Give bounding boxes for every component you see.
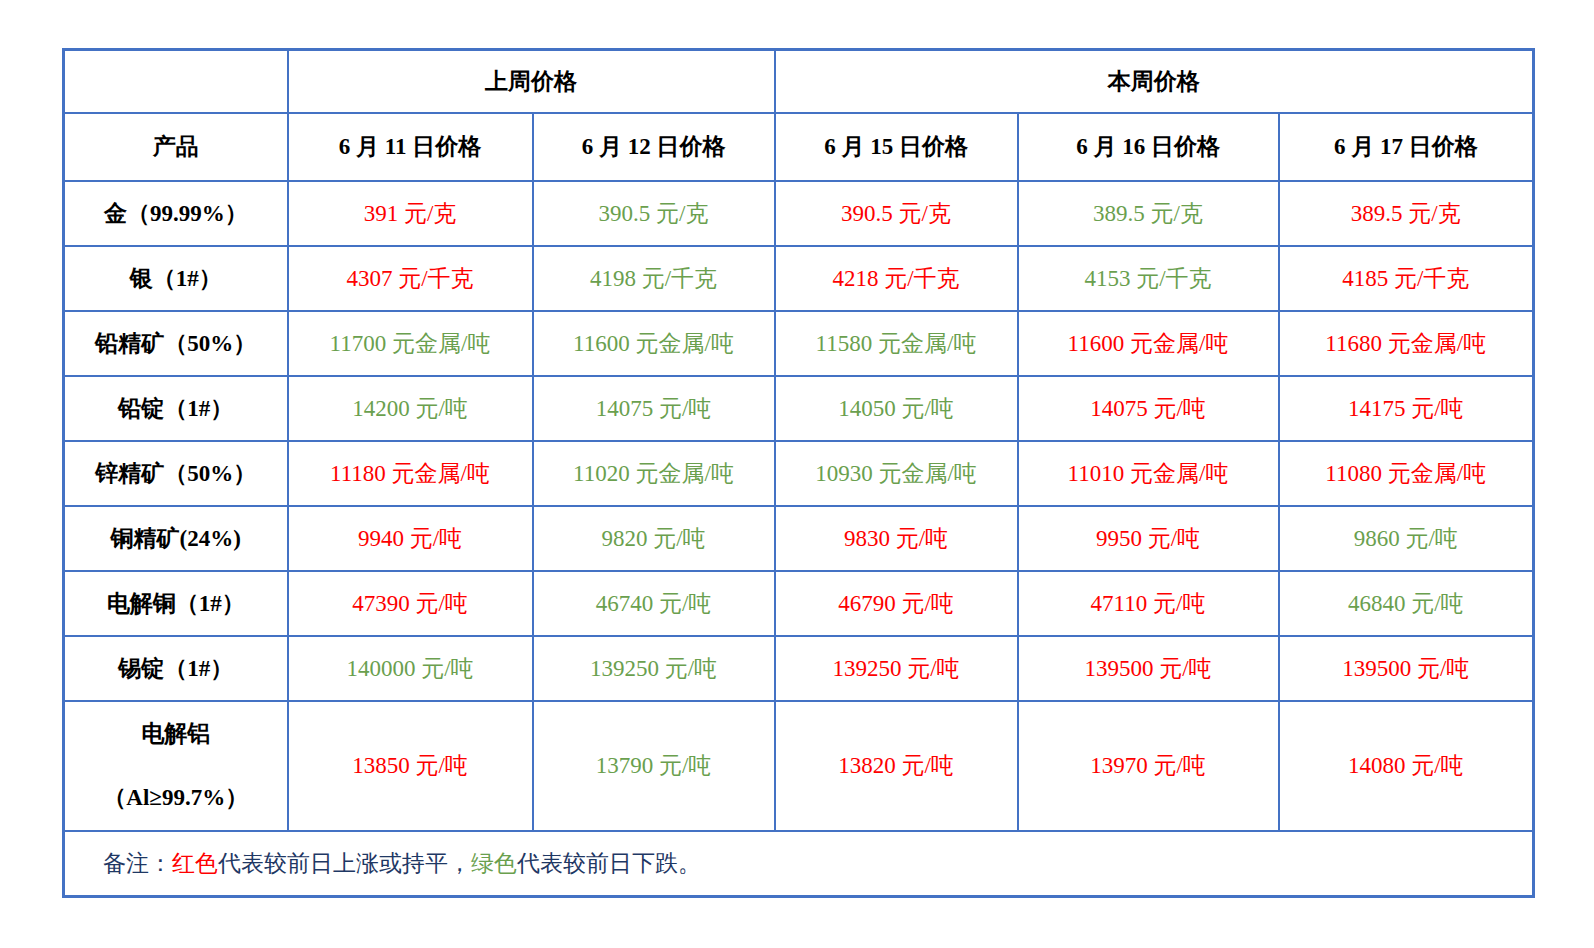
date-column-header: 6 月 16 日价格 [1018,113,1279,181]
price-cell: 390.5 元/克 [775,181,1018,246]
price-cell: 4185 元/千克 [1279,246,1534,311]
note-green-label: 绿色 [471,851,517,876]
date-column-header: 6 月 11 日价格 [288,113,533,181]
price-cell: 11010 元金属/吨 [1018,441,1279,506]
product-name: 铅精矿（50%） [64,311,288,376]
note-red-label: 红色 [172,851,218,876]
product-name: 锌精矿（50%） [64,441,288,506]
table-row: 锡锭（1#）140000 元/吨139250 元/吨139250 元/吨1395… [64,636,1534,701]
product-column-header: 产品 [64,113,288,181]
date-column-header: 6 月 12 日价格 [533,113,775,181]
price-cell: 4218 元/千克 [775,246,1018,311]
price-cell: 9830 元/吨 [775,506,1018,571]
price-cell: 11680 元金属/吨 [1279,311,1534,376]
price-cell: 14075 元/吨 [533,376,775,441]
price-cell: 139250 元/吨 [533,636,775,701]
table-row: 锌精矿（50%）11180 元金属/吨11020 元金属/吨10930 元金属/… [64,441,1534,506]
price-cell: 4307 元/千克 [288,246,533,311]
table-row: 铅锭（1#）14200 元/吨14075 元/吨14050 元/吨14075 元… [64,376,1534,441]
price-cell: 46790 元/吨 [775,571,1018,636]
price-cell: 389.5 元/克 [1279,181,1534,246]
price-cell: 390.5 元/克 [533,181,775,246]
date-header-row: 产品 6 月 11 日价格 6 月 12 日价格 6 月 15 日价格 6 月 … [64,113,1534,181]
price-cell: 139500 元/吨 [1279,636,1534,701]
price-cell: 4198 元/千克 [533,246,775,311]
price-cell: 14200 元/吨 [288,376,533,441]
table-row: 电解铜（1#）47390 元/吨46740 元/吨46790 元/吨47110 … [64,571,1534,636]
price-cell: 11080 元金属/吨 [1279,441,1534,506]
price-cell: 9940 元/吨 [288,506,533,571]
price-cell: 11600 元金属/吨 [1018,311,1279,376]
price-cell: 46740 元/吨 [533,571,775,636]
table-row: 金（99.99%）391 元/克390.5 元/克390.5 元/克389.5 … [64,181,1534,246]
price-cell: 46840 元/吨 [1279,571,1534,636]
price-cell: 14175 元/吨 [1279,376,1534,441]
price-cell: 389.5 元/克 [1018,181,1279,246]
price-cell: 13790 元/吨 [533,701,775,831]
table-row: 铜精矿(24%)9940 元/吨9820 元/吨9830 元/吨9950 元/吨… [64,506,1534,571]
note-row: 备注：红色代表较前日上涨或持平，绿色代表较前日下跌。 [64,831,1534,897]
product-name: 电解铝（Al≥99.7%） [64,701,288,831]
product-name: 锡锭（1#） [64,636,288,701]
price-cell: 47110 元/吨 [1018,571,1279,636]
price-cell: 140000 元/吨 [288,636,533,701]
price-cell: 11180 元金属/吨 [288,441,533,506]
group-header-row: 上周价格 本周价格 [64,50,1534,113]
price-cell: 14050 元/吨 [775,376,1018,441]
product-name: 银（1#） [64,246,288,311]
note-cell: 备注：红色代表较前日上涨或持平，绿色代表较前日下跌。 [64,831,1534,897]
page: 上周价格 本周价格 产品 6 月 11 日价格 6 月 12 日价格 6 月 1… [0,0,1594,948]
table-body: 金（99.99%）391 元/克390.5 元/克390.5 元/克389.5 … [64,181,1534,831]
price-cell: 139250 元/吨 [775,636,1018,701]
date-column-header: 6 月 17 日价格 [1279,113,1534,181]
price-cell: 14075 元/吨 [1018,376,1279,441]
price-cell: 13820 元/吨 [775,701,1018,831]
price-cell: 11700 元金属/吨 [288,311,533,376]
price-cell: 9820 元/吨 [533,506,775,571]
table-row: 电解铝（Al≥99.7%）13850 元/吨13790 元/吨13820 元/吨… [64,701,1534,831]
price-cell: 391 元/克 [288,181,533,246]
date-column-header: 6 月 15 日价格 [775,113,1018,181]
price-cell: 47390 元/吨 [288,571,533,636]
price-cell: 139500 元/吨 [1018,636,1279,701]
price-cell: 10930 元金属/吨 [775,441,1018,506]
price-cell: 11580 元金属/吨 [775,311,1018,376]
price-cell: 11020 元金属/吨 [533,441,775,506]
corner-cell [64,50,288,113]
price-cell: 13970 元/吨 [1018,701,1279,831]
note-green-desc: 代表较前日下跌。 [517,851,701,876]
price-cell: 11600 元金属/吨 [533,311,775,376]
price-cell: 14080 元/吨 [1279,701,1534,831]
note-red-desc: 代表较前日上涨或持平， [218,851,471,876]
price-cell: 4153 元/千克 [1018,246,1279,311]
product-name: 铜精矿(24%) [64,506,288,571]
this-week-header: 本周价格 [775,50,1534,113]
product-name: 电解铜（1#） [64,571,288,636]
metal-price-table: 上周价格 本周价格 产品 6 月 11 日价格 6 月 12 日价格 6 月 1… [62,48,1535,898]
last-week-header: 上周价格 [288,50,775,113]
price-cell: 13850 元/吨 [288,701,533,831]
price-cell: 9860 元/吨 [1279,506,1534,571]
note-prefix: 备注： [103,851,172,876]
product-name: 铅锭（1#） [64,376,288,441]
table-row: 银（1#）4307 元/千克4198 元/千克4218 元/千克4153 元/千… [64,246,1534,311]
product-name: 金（99.99%） [64,181,288,246]
table-row: 铅精矿（50%）11700 元金属/吨11600 元金属/吨11580 元金属/… [64,311,1534,376]
price-cell: 9950 元/吨 [1018,506,1279,571]
